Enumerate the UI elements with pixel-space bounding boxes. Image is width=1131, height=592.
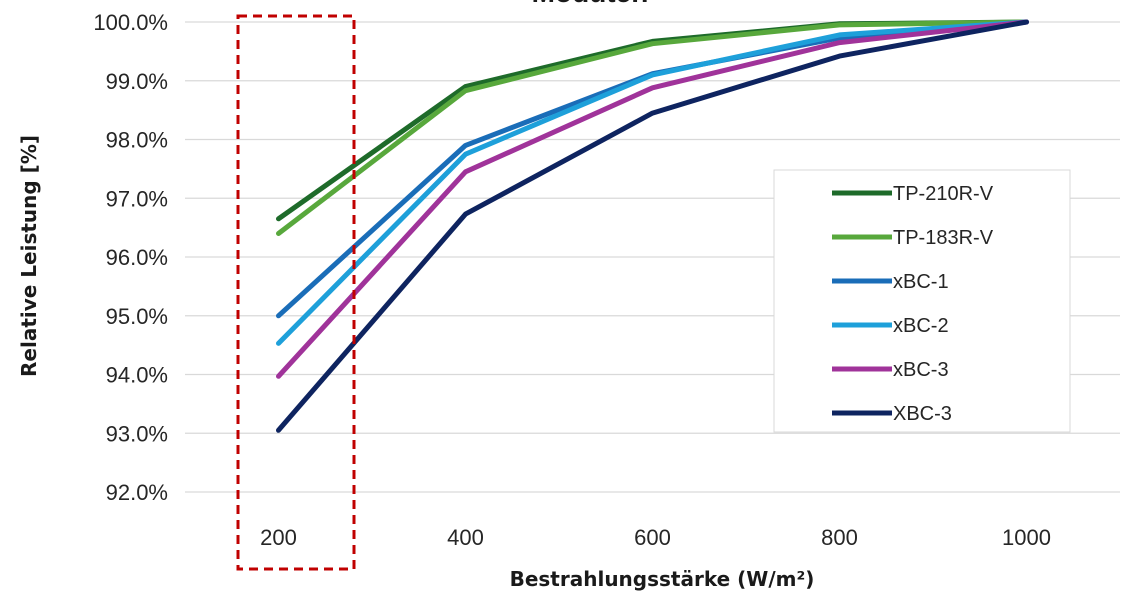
chart-title: Moduten (532, 0, 649, 8)
y-tick-label: 94.0% (106, 363, 168, 388)
legend-label: xBC-1 (893, 271, 949, 293)
legend-label: TP-210R-V (893, 183, 994, 205)
legend-label: TP-183R-V (893, 227, 994, 249)
y-tick-label: 96.0% (106, 245, 168, 270)
y-axis-ticks: 92.0% 93.0% 94.0% 95.0% 96.0% 97.0% 98.0% 99.0%… (93, 10, 168, 505)
y-tick-label: 97.0% (106, 186, 168, 211)
series-line-xbc-3 (276, 19, 1029, 433)
legend-label: XBC-3 (893, 403, 952, 425)
x-tick-label: 400 (447, 525, 484, 550)
series-line-xbc-2 (276, 19, 1029, 346)
y-axis-title: Relative Leistung [%] (17, 135, 41, 377)
y-tick-label: 92.0% (106, 480, 168, 505)
y-tick-label: 95.0% (106, 304, 168, 329)
legend-label: xBC-2 (893, 315, 949, 337)
x-axis-ticks: 200 400 600 800 1000 (260, 525, 1051, 550)
x-tick-label: 800 (821, 525, 858, 550)
x-tick-label: 600 (634, 525, 671, 550)
x-tick-label: 1000 (1002, 525, 1051, 550)
y-tick-label: 93.0% (106, 421, 168, 446)
highlight-box (236, 14, 356, 571)
legend-label: xBC-3 (893, 359, 949, 381)
legend: TP-210R-V TP-183R-V xBC-1 xBC-2 xBC-3 XBC-3 (773, 169, 1071, 433)
x-tick-label: 200 (260, 525, 297, 550)
x-axis-title: Bestrahlungsstärke (W/m²) (510, 567, 815, 591)
y-tick-label: 98.0% (106, 128, 168, 153)
y-tick-label: 100.0% (93, 10, 168, 35)
series-line-tp-183r-v (276, 19, 1029, 236)
legend-box (773, 169, 1071, 433)
series-line-xbc-3 (276, 19, 1029, 379)
series-lines (276, 19, 1029, 433)
y-tick-label: 99.0% (106, 69, 168, 94)
